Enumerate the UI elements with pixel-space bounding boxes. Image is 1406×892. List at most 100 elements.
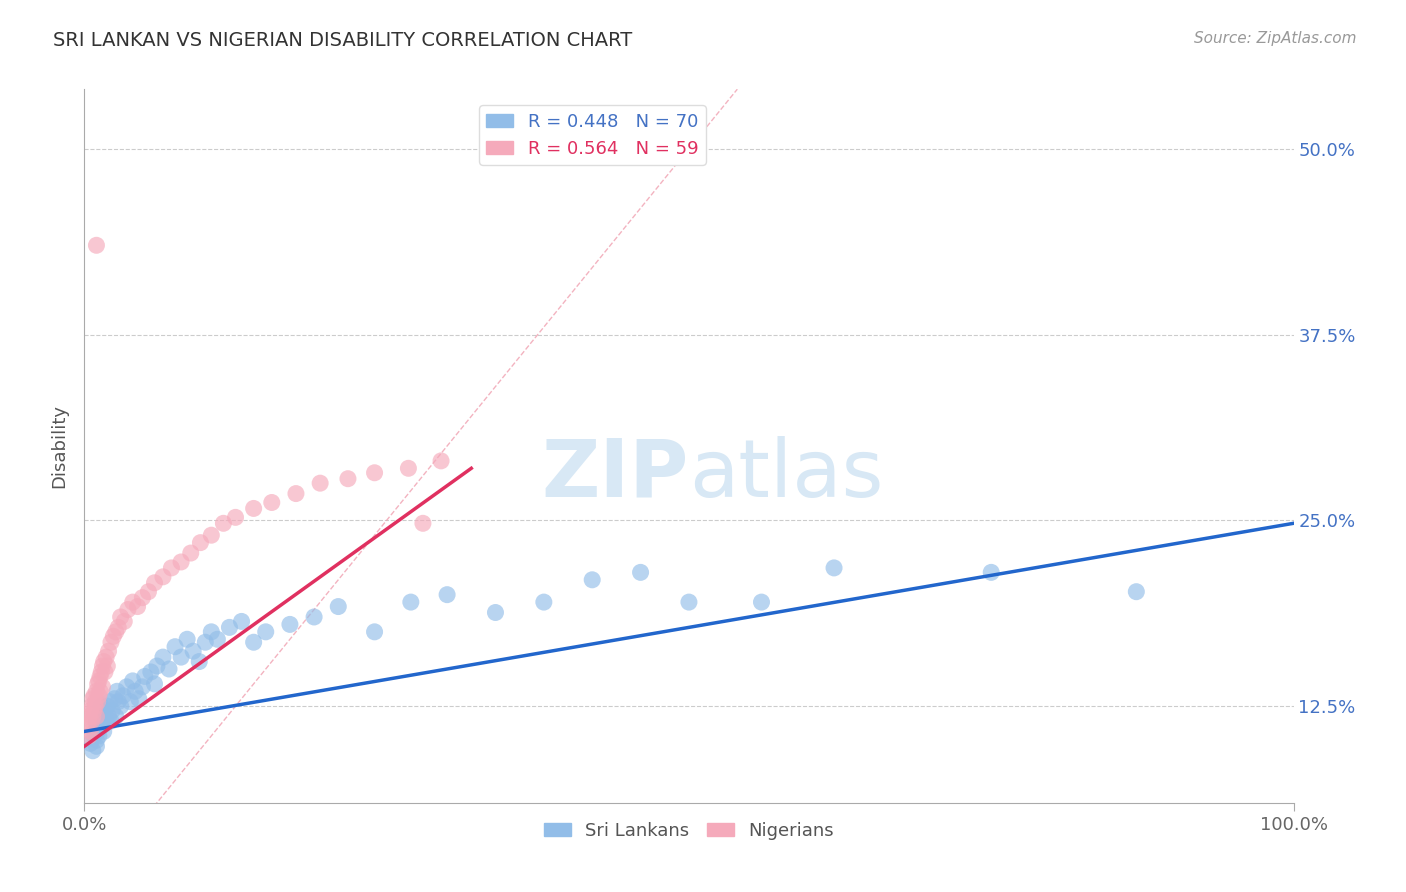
Point <box>97 644 120 658</box>
Point <box>242 501 264 516</box>
Point <box>86 714 108 728</box>
Point <box>138 584 160 599</box>
Point <box>87 729 110 743</box>
Point <box>84 724 107 739</box>
Point <box>127 599 149 614</box>
Y-axis label: Disability: Disability <box>51 404 69 488</box>
Point <box>86 724 108 739</box>
Point <box>146 659 169 673</box>
Point <box>110 699 132 714</box>
Point <box>328 599 350 614</box>
Point <box>170 555 193 569</box>
Point <box>86 722 108 736</box>
Point <box>86 695 108 709</box>
Point <box>94 714 117 728</box>
Point <box>89 684 111 698</box>
Point <box>207 632 229 647</box>
Point <box>231 615 253 629</box>
Point <box>82 744 104 758</box>
Point <box>87 709 110 723</box>
Point <box>188 655 211 669</box>
Point <box>84 695 107 709</box>
Point <box>430 454 453 468</box>
Point <box>436 588 458 602</box>
Point <box>89 714 111 728</box>
Point <box>100 714 122 728</box>
Point <box>139 665 162 679</box>
Point <box>396 461 419 475</box>
Point <box>278 617 301 632</box>
Point <box>200 624 222 639</box>
Point <box>86 684 108 698</box>
Point <box>181 644 204 658</box>
Point <box>90 699 112 714</box>
Point <box>630 566 652 580</box>
Point <box>77 718 100 732</box>
Point <box>218 620 240 634</box>
Point <box>200 528 222 542</box>
Point <box>89 706 111 721</box>
Point <box>101 704 124 718</box>
Point <box>120 695 142 709</box>
Point <box>77 729 100 743</box>
Point <box>97 709 120 723</box>
Point <box>96 659 118 673</box>
Point <box>160 561 183 575</box>
Point <box>225 510 247 524</box>
Point <box>86 677 108 691</box>
Point <box>86 739 108 754</box>
Point <box>83 704 105 718</box>
Point <box>86 238 108 252</box>
Point <box>82 691 104 706</box>
Point <box>91 718 114 732</box>
Point <box>91 680 114 694</box>
Point <box>100 635 122 649</box>
Point <box>83 729 105 743</box>
Point <box>86 709 108 723</box>
Point <box>363 624 385 639</box>
Point <box>103 629 125 643</box>
Point <box>152 650 174 665</box>
Text: SRI LANKAN VS NIGERIAN DISABILITY CORRELATION CHART: SRI LANKAN VS NIGERIAN DISABILITY CORREL… <box>53 31 633 50</box>
Point <box>176 632 198 647</box>
Point <box>89 669 111 683</box>
Point <box>1125 584 1147 599</box>
Point <box>98 695 121 709</box>
Point <box>254 624 277 639</box>
Point <box>79 724 101 739</box>
Point <box>96 699 118 714</box>
Point <box>107 620 129 634</box>
Point <box>87 673 110 688</box>
Point <box>105 684 128 698</box>
Point <box>121 673 143 688</box>
Point <box>980 566 1002 580</box>
Point <box>678 595 700 609</box>
Point <box>84 699 107 714</box>
Point <box>121 595 143 609</box>
Point <box>83 689 105 703</box>
Point <box>87 689 110 703</box>
Point <box>180 546 202 560</box>
Point <box>363 466 385 480</box>
Text: ZIP: ZIP <box>541 435 689 514</box>
Point <box>93 724 115 739</box>
Point <box>86 733 108 747</box>
Point <box>90 665 112 679</box>
Point <box>302 610 325 624</box>
Point <box>751 595 773 609</box>
Point <box>117 602 139 616</box>
Point <box>80 699 103 714</box>
Point <box>134 669 156 683</box>
Point <box>93 655 115 669</box>
Point <box>152 570 174 584</box>
Point <box>143 677 166 691</box>
Point <box>284 486 308 500</box>
Point <box>79 704 101 718</box>
Point <box>115 680 138 694</box>
Legend: Sri Lankans, Nigerians: Sri Lankans, Nigerians <box>536 815 842 847</box>
Point <box>212 516 235 531</box>
Point <box>112 689 135 703</box>
Point <box>131 591 153 605</box>
Point <box>77 709 100 723</box>
Point <box>194 635 217 649</box>
